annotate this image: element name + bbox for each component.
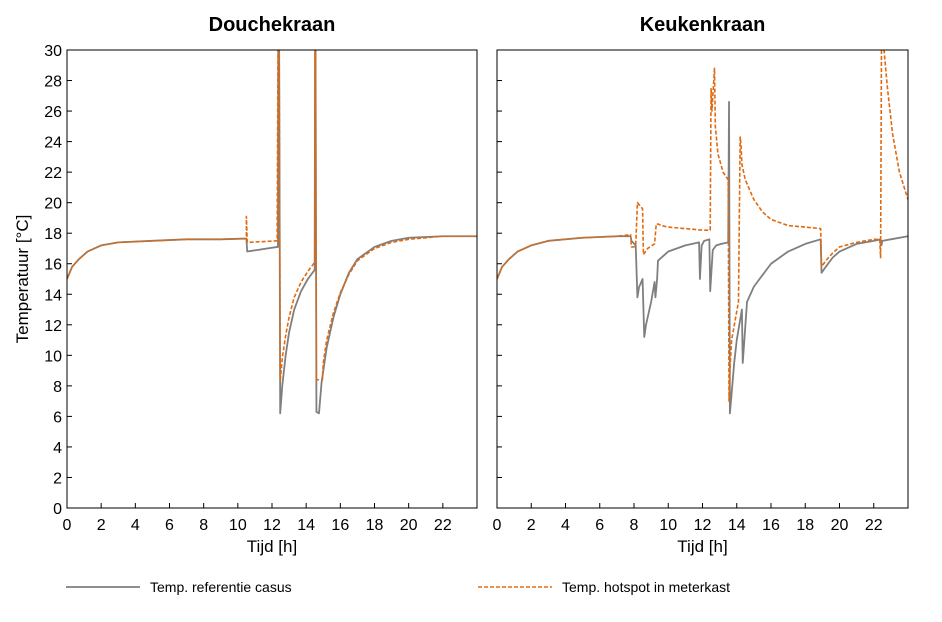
x-tick-label: 14 (297, 517, 315, 534)
plot-area-frame (66, 49, 478, 509)
y-tick-label: 16 (44, 257, 62, 274)
series-line-hotspot (67, 50, 477, 383)
x-tick-label: 12 (694, 517, 712, 534)
legend: Temp. referentie casus Temp. hotspot in m… (66, 579, 730, 595)
y-tick-label: 4 (53, 440, 62, 457)
y-tick-label: 6 (53, 409, 62, 426)
x-axis-label: Tijd [h] (247, 537, 297, 556)
x-tick-label: 10 (659, 517, 677, 534)
chart-panel-douchekraan: 0 2 4 6 8 10 12 14 16 18 20 22024681012141618202224… (13, 14, 478, 556)
y-tick-label: 22 (44, 165, 62, 182)
x-tick-label: 20 (831, 517, 849, 534)
series-line-hotspot (497, 50, 908, 402)
x-tick-label: 8 (630, 517, 639, 534)
legend-label-reference: Temp. referentie casus (150, 579, 292, 595)
x-tick-label: 6 (165, 517, 174, 534)
y-tick-label: 30 (44, 43, 62, 60)
x-tick-label: 4 (131, 517, 140, 534)
y-tick-label: 20 (44, 196, 62, 213)
y-tick-label: 2 (53, 470, 62, 487)
y-tick-label: 10 (44, 348, 62, 365)
plot-area-frame (496, 49, 909, 509)
x-tick-label: 12 (263, 517, 281, 534)
y-tick-label: 24 (44, 135, 62, 152)
y-tick-label: 12 (44, 318, 62, 335)
x-tick-label: 20 (400, 517, 418, 534)
legend-label-hotspot: Temp. hotspot in meterkast (562, 579, 730, 595)
y-tick-label: 8 (53, 379, 62, 396)
x-tick-label: 18 (366, 517, 384, 534)
y-tick-label: 14 (44, 287, 62, 304)
x-axis-label: Tijd [h] (677, 537, 727, 556)
x-tick-label: 22 (434, 517, 452, 534)
y-tick-label: 28 (44, 74, 62, 91)
x-tick-label: 16 (331, 517, 349, 534)
x-tick-label: 8 (199, 517, 208, 534)
x-tick-label: 6 (595, 517, 604, 534)
x-tick-label: 0 (493, 517, 502, 534)
y-tick-label: 26 (44, 104, 62, 121)
x-tick-label: 22 (865, 517, 883, 534)
chart-panel-keukenkraan: 0 2 4 6 8 10 12 14 16 18 20 22 Keukenkraan Tijd [h] (493, 14, 909, 556)
y-tick-label: 18 (44, 226, 62, 243)
x-tick-label: 0 (63, 517, 72, 534)
y-tick-label: 0 (53, 501, 62, 518)
panel-title: Keukenkraan (640, 14, 766, 36)
y-axis-label: Temperatuur [°C] (13, 215, 32, 344)
x-tick-label: 18 (796, 517, 814, 534)
x-tick-label: 16 (762, 517, 780, 534)
x-tick-label: 4 (561, 517, 570, 534)
x-tick-label: 2 (97, 517, 106, 534)
x-tick-label: 14 (728, 517, 746, 534)
series-line-reference (497, 101, 908, 415)
series-line-reference (67, 50, 477, 415)
x-tick-label: 2 (527, 517, 536, 534)
x-tick-label: 10 (229, 517, 247, 534)
panel-title: Douchekraan (209, 14, 336, 36)
